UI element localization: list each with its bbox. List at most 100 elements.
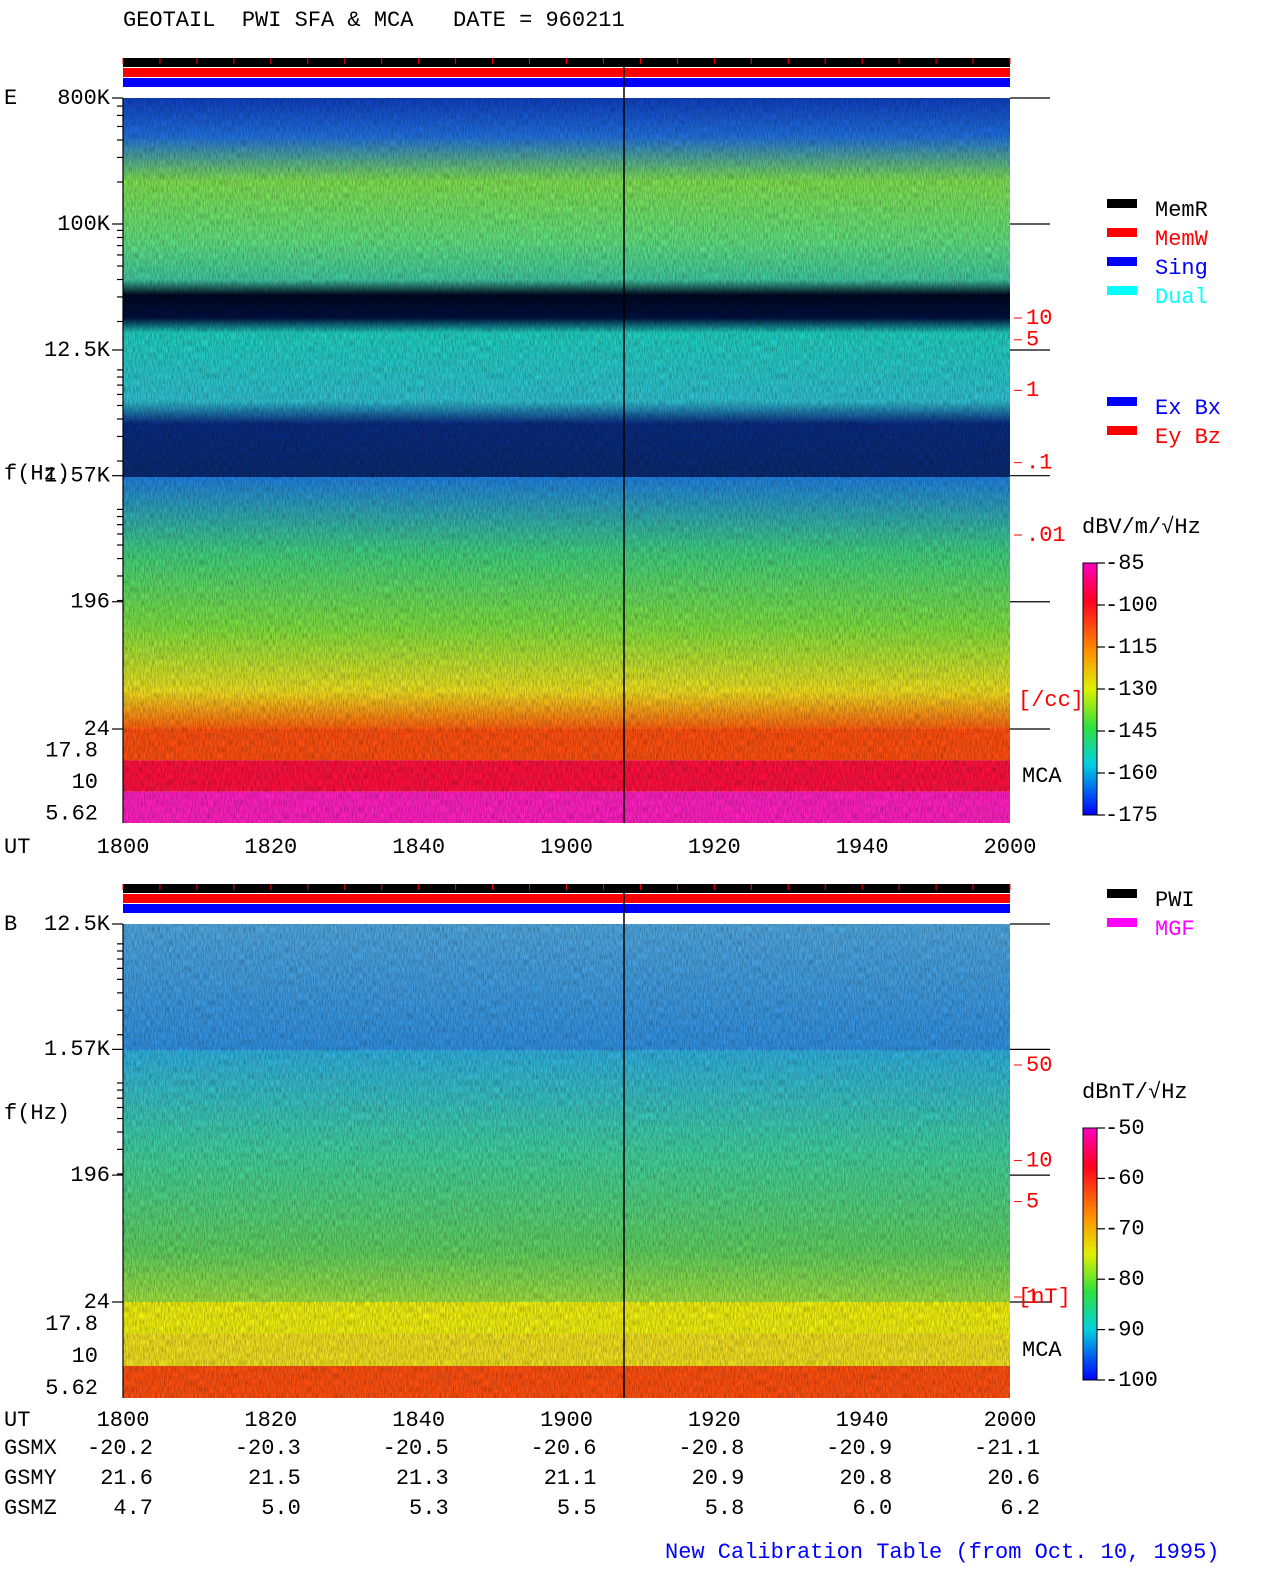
- orbit-value: -20.8: [678, 1436, 744, 1461]
- legend-swatch: [1107, 918, 1137, 927]
- x-tick-label: 1900: [540, 1408, 593, 1433]
- orbit-value: 5.8: [705, 1496, 745, 1521]
- legend-label: MGF: [1155, 917, 1195, 942]
- colorbar-tick-label: -130: [1105, 677, 1158, 702]
- orbit-value: -20.2: [87, 1436, 153, 1461]
- y-tick-label: 24: [84, 1290, 110, 1315]
- y2-tick-label: 1: [1026, 378, 1039, 403]
- colorbar-tick-label: -100: [1105, 1368, 1158, 1393]
- panel-label: B: [4, 912, 17, 937]
- x-tick-label: 1800: [97, 835, 150, 860]
- orbit-value: 5.5: [557, 1496, 597, 1521]
- colorbar-label: dBV/m/√Hz: [1082, 515, 1201, 540]
- y-tick-label: 800K: [57, 86, 111, 111]
- y2-tick-label: 5: [1026, 1189, 1039, 1214]
- orbit-row-name: GSMZ: [4, 1496, 57, 1521]
- mca-channel-label: 5.62: [45, 801, 98, 826]
- legend-label: PWI: [1155, 888, 1195, 913]
- mca-label: MCA: [1022, 764, 1062, 789]
- orbit-row-name: GSMY: [4, 1466, 57, 1491]
- orbit-value: 6.0: [853, 1496, 893, 1521]
- y2-tick-label: .01: [1026, 523, 1066, 548]
- orbit-value: 4.7: [113, 1496, 153, 1521]
- y2-tick-label: 10: [1026, 306, 1052, 331]
- title: GEOTAIL PWI SFA & MCA DATE = 960211: [123, 8, 625, 33]
- noise: [123, 924, 1010, 1398]
- colorbar-tick-label: -90: [1105, 1317, 1145, 1342]
- noise: [123, 98, 1010, 823]
- legend-label: Ey Bz: [1155, 425, 1221, 450]
- x-tick-label: 1840: [392, 835, 445, 860]
- legend-label: MemR: [1155, 198, 1208, 223]
- y-tick-label: 100K: [57, 212, 111, 237]
- x-tick-label: 1900: [540, 835, 593, 860]
- y-tick-label: 196: [70, 590, 110, 615]
- orbit-value: 21.3: [396, 1466, 449, 1491]
- orbit-value: -20.9: [826, 1436, 892, 1461]
- status-bar: [123, 78, 1010, 87]
- legend-label: Dual: [1155, 285, 1208, 310]
- mca-channel-label: 10: [72, 770, 98, 795]
- orbit-value: -20.3: [235, 1436, 301, 1461]
- colorbar-tick-label: -60: [1105, 1166, 1145, 1191]
- legend-swatch: [1107, 286, 1137, 295]
- y2-tick-label: 10: [1026, 1148, 1052, 1173]
- colorbar-tick-label: -85: [1105, 551, 1145, 576]
- orbit-value: -20.6: [530, 1436, 596, 1461]
- x-tick-label: 1820: [244, 1408, 297, 1433]
- y-tick-label: 196: [70, 1163, 110, 1188]
- orbit-value: 5.3: [409, 1496, 449, 1521]
- y2-tick-label: 1: [1026, 1285, 1039, 1310]
- colorbar-tick-label: -115: [1105, 635, 1158, 660]
- colorbar-tick-label: -80: [1105, 1267, 1145, 1292]
- x-tick-label: 1920: [688, 835, 741, 860]
- y-axis-label: f(Hz): [4, 461, 70, 486]
- orbit-value: -20.5: [383, 1436, 449, 1461]
- y-tick-label: 24: [84, 717, 110, 742]
- x-tick-label: 2000: [984, 1408, 1037, 1433]
- colorbar-tick-label: -160: [1105, 761, 1158, 786]
- legend-swatch: [1107, 228, 1137, 237]
- y2-axis-label: [/cc]: [1018, 688, 1084, 713]
- x-tick-label: 1800: [97, 1408, 150, 1433]
- mca-label: MCA: [1022, 1338, 1062, 1363]
- orbit-value: 21.5: [248, 1466, 301, 1491]
- orbit-value: 20.9: [692, 1466, 745, 1491]
- orbit-value: 20.8: [839, 1466, 892, 1491]
- y-tick-label: 12.5K: [44, 912, 111, 937]
- x-tick-label: 2000: [984, 835, 1037, 860]
- mca-channel-label: 5.62: [45, 1376, 98, 1401]
- y2-tick-label: 5: [1026, 328, 1039, 353]
- y-tick-label: 1.57K: [44, 464, 111, 489]
- orbit-value: -21.1: [974, 1436, 1040, 1461]
- x-axis-label: UT: [4, 1408, 30, 1433]
- x-tick-label: 1840: [392, 1408, 445, 1433]
- orbit-value: 21.1: [544, 1466, 597, 1491]
- orbit-row-name: GSMX: [4, 1436, 57, 1461]
- status-bar: [123, 68, 1010, 77]
- colorbar-tick-label: -50: [1105, 1116, 1145, 1141]
- panel-label: E: [4, 86, 17, 111]
- orbit-value: 20.6: [987, 1466, 1040, 1491]
- legend-label: Ex Bx: [1155, 396, 1221, 421]
- orbit-value: 5.0: [261, 1496, 301, 1521]
- legend-swatch: [1107, 426, 1137, 435]
- y-tick-label: 12.5K: [44, 338, 111, 363]
- colorbar-tick-label: -70: [1105, 1217, 1145, 1242]
- legend-swatch: [1107, 199, 1137, 208]
- orbit-value: 6.2: [1000, 1496, 1040, 1521]
- x-tick-label: 1940: [836, 1408, 889, 1433]
- mca-channel-label: 10: [72, 1344, 98, 1369]
- x-tick-label: 1940: [836, 835, 889, 860]
- legend-swatch: [1107, 257, 1137, 266]
- footer-note: New Calibration Table (from Oct. 10, 199…: [665, 1540, 1220, 1565]
- y-tick-label: 1.57K: [44, 1037, 111, 1062]
- mca-channel-label: 17.8: [45, 1312, 98, 1337]
- y2-tick-label: 50: [1026, 1053, 1052, 1078]
- y-axis-label: f(Hz): [4, 1101, 70, 1126]
- status-bar: [123, 904, 1010, 913]
- colorbar: [1082, 562, 1098, 816]
- legend-swatch: [1107, 397, 1137, 406]
- colorbar-label: dBnT/√Hz: [1082, 1080, 1188, 1105]
